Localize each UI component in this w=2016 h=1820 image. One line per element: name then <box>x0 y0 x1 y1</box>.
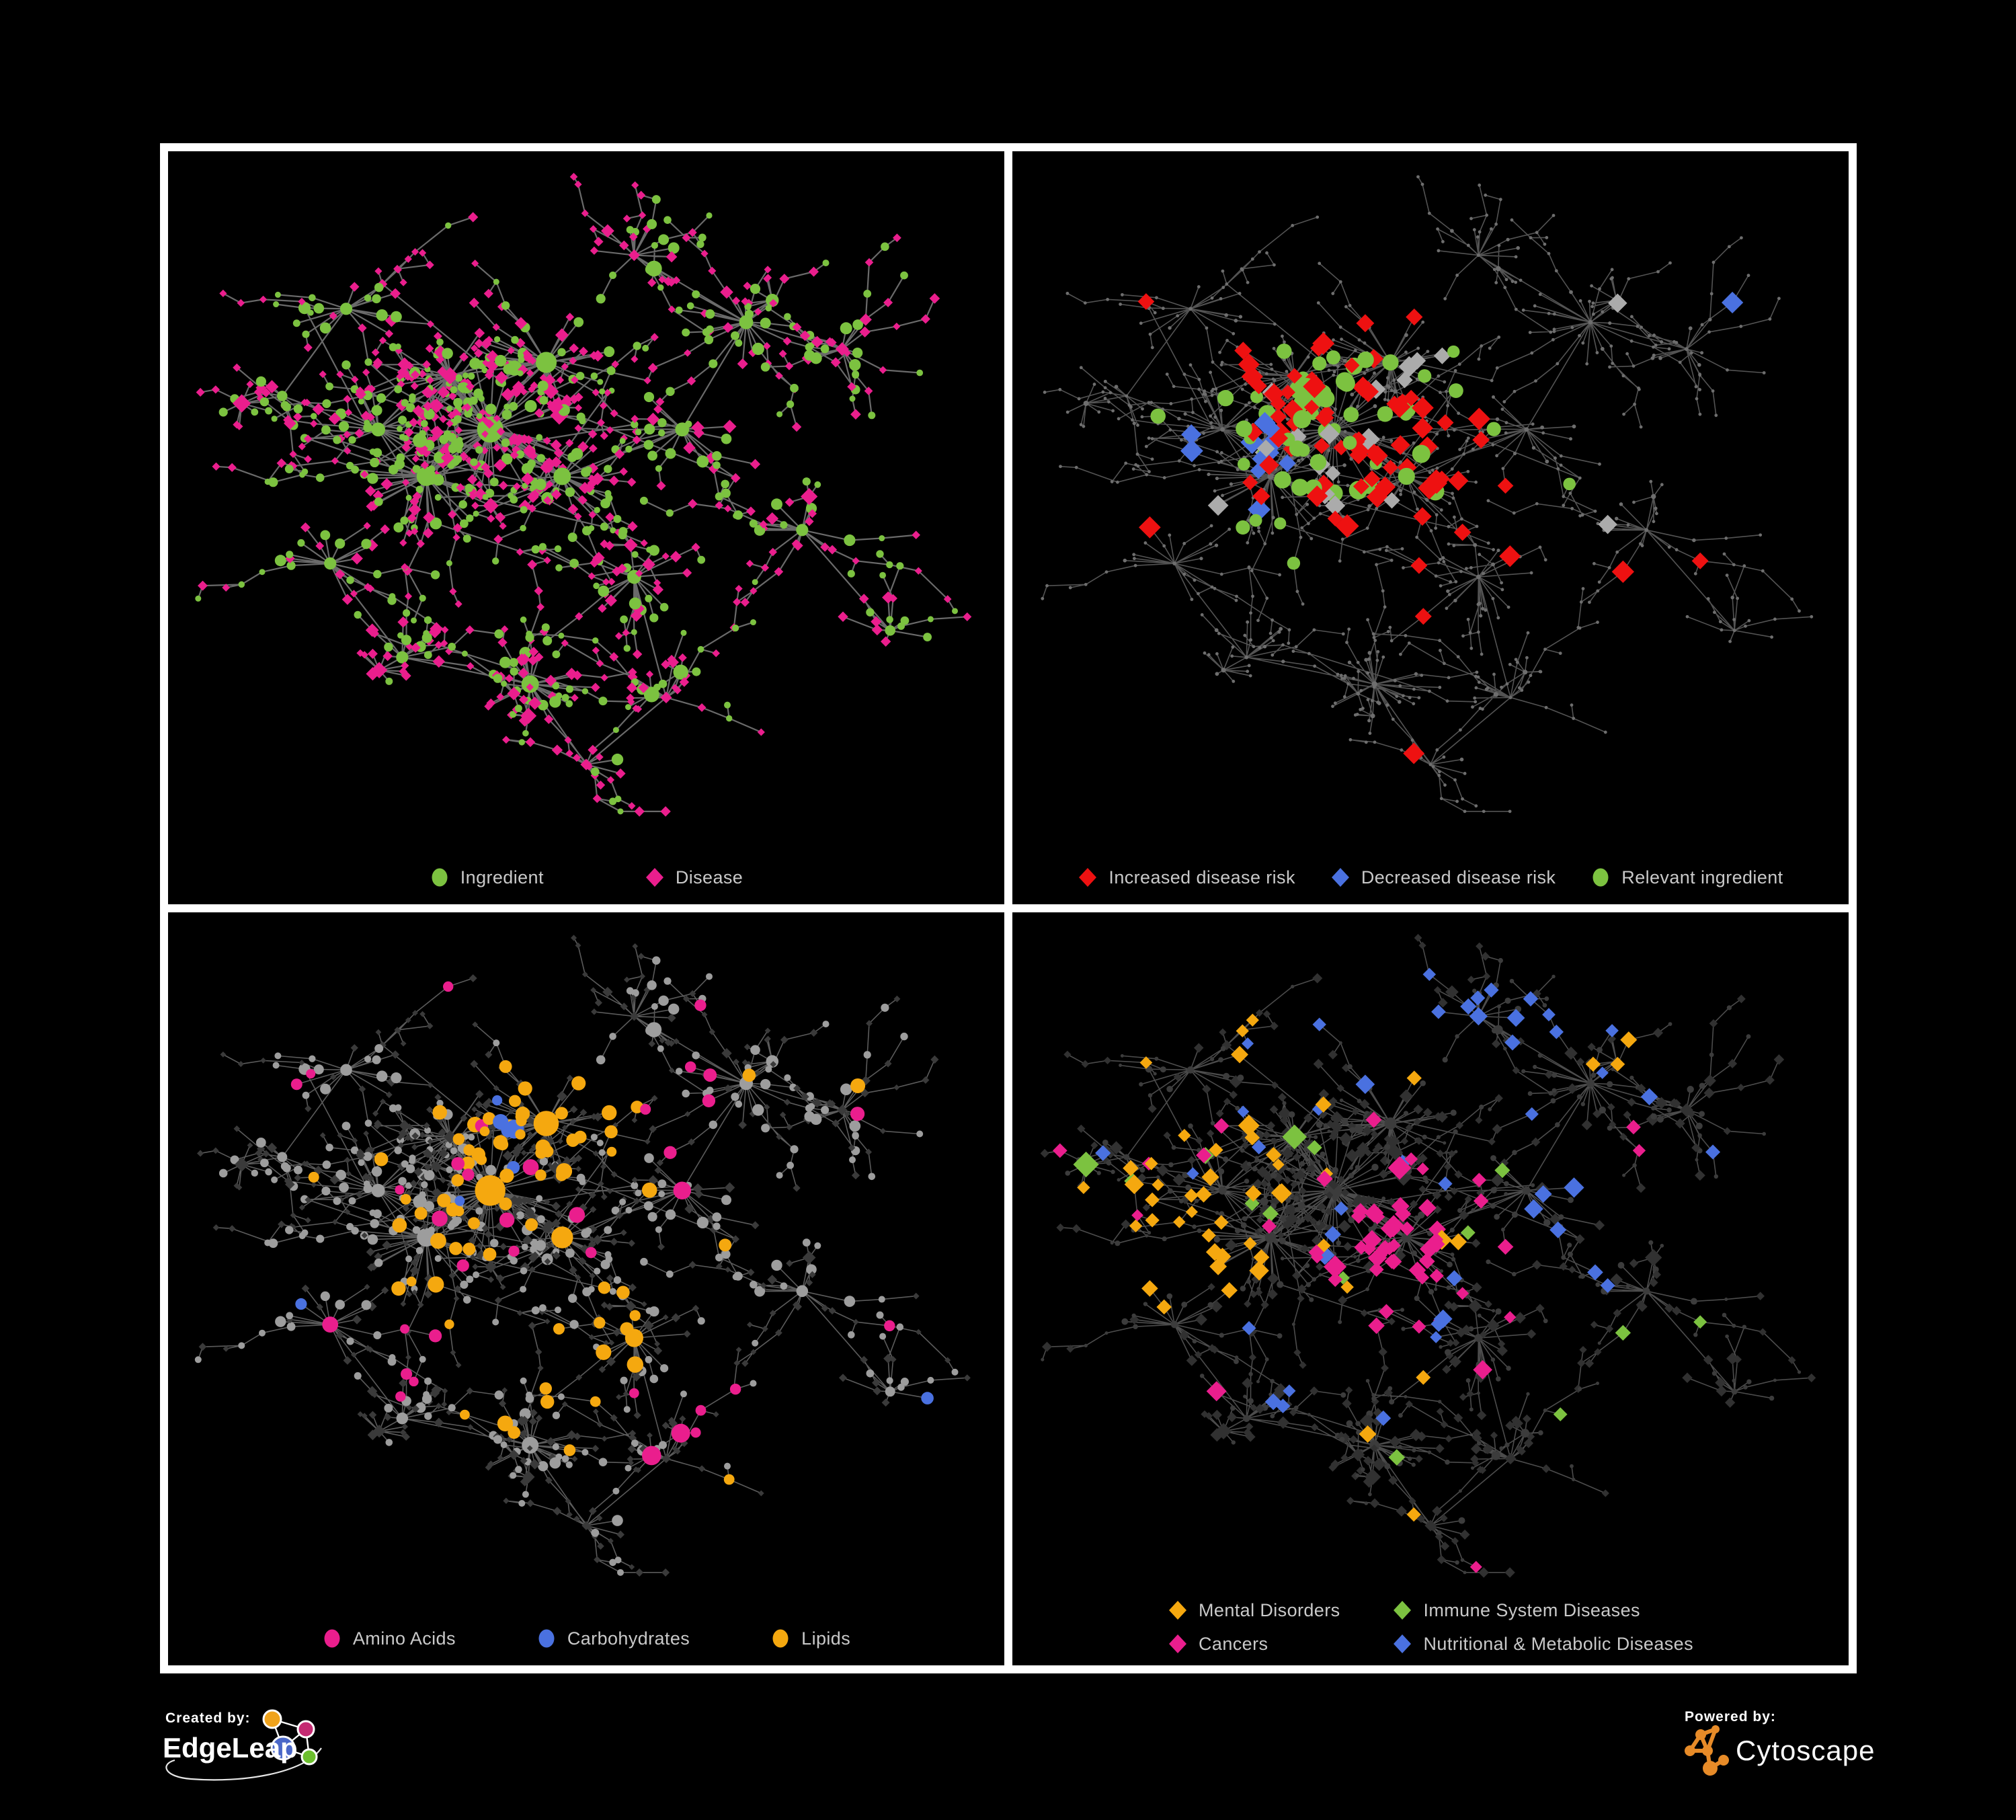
legend-item-nutritional-metabolic-diseases: Nutritional & Metabolic Diseases <box>1393 1633 1693 1655</box>
panel-disease-categories: Mental Disorders Immune System Diseases Ca… <box>1012 912 1849 1665</box>
powered-by-label: Powered by: <box>1685 1709 1776 1725</box>
edgeleap-node-magenta-icon <box>296 1720 315 1739</box>
diamond-swatch-icon <box>1079 868 1097 887</box>
created-by-label: Created by: <box>165 1710 251 1726</box>
legend-item-immune-system-diseases: Immune System Diseases <box>1393 1599 1640 1621</box>
legend-label: Mental Disorders <box>1199 1599 1340 1620</box>
panel-ingredient-disease: Ingredient Disease <box>168 151 1004 904</box>
edgeleap-logo: Created by: EdgeLeap <box>161 1706 336 1787</box>
panel-disease-risk: Increased disease risk Decreased disease … <box>1012 151 1849 904</box>
edgeleap-node-blue-icon <box>270 1735 296 1761</box>
cytoscape-logo: Powered by: Cytoscape <box>1681 1706 1882 1787</box>
legend-label: Amino Acids <box>352 1628 456 1649</box>
legend-label: Cancers <box>1199 1633 1268 1654</box>
legend-item-ingredient: Ingredient <box>430 867 544 888</box>
legend-label: Disease <box>675 867 743 887</box>
network-graph-ingredient-disease <box>195 173 972 817</box>
legend-item-mental-disorders: Mental Disorders <box>1168 1599 1340 1621</box>
circle-swatch-icon <box>324 1629 340 1648</box>
diamond-swatch-icon <box>1394 1601 1412 1620</box>
legend-item-carbohydrates: Carbohydrates <box>536 1628 690 1649</box>
diamond-swatch-icon <box>645 868 663 887</box>
legend-label: Carbohydrates <box>567 1628 690 1649</box>
edgeleap-swoosh <box>165 1747 322 1781</box>
legend-label: Ingredient <box>460 867 544 887</box>
legend-label: Decreased disease risk <box>1361 867 1556 887</box>
edgeleap-node-orange-icon <box>262 1709 282 1729</box>
circle-swatch-icon <box>538 1629 555 1648</box>
network-graph-disease-categories <box>1040 934 1816 1578</box>
legend-label: Relevant ingredient <box>1621 867 1783 887</box>
legend-item-relevant-ingredient: Relevant ingredient <box>1590 867 1783 888</box>
legend-item-disease: Disease <box>645 867 743 888</box>
legend-item-decreased-disease-risk: Decreased disease risk <box>1330 867 1556 888</box>
legend-disease-risk: Increased disease risk Decreased disease … <box>1012 867 1849 888</box>
legend-label: Lipids <box>801 1628 851 1649</box>
diamond-swatch-icon <box>1331 868 1349 887</box>
legend-disease-categories: Mental Disorders Immune System Diseases Ca… <box>1168 1599 1693 1655</box>
circle-swatch-icon <box>1592 868 1609 887</box>
circle-swatch-icon <box>772 1629 789 1648</box>
cytoscape-brand-text: Cytoscape <box>1736 1735 1875 1766</box>
legend-item-amino-acids: Amino Acids <box>322 1628 456 1649</box>
diamond-swatch-icon <box>1169 1601 1187 1620</box>
edgeleap-network-glyph <box>262 1709 318 1766</box>
legend-label: Increased disease risk <box>1108 867 1295 887</box>
network-graph-disease-risk <box>1041 175 1814 814</box>
diamond-swatch-icon <box>1394 1634 1412 1653</box>
legend-item-increased-disease-risk: Increased disease risk <box>1078 867 1295 888</box>
diamond-swatch-icon <box>1169 1634 1187 1653</box>
legend-item-cancers: Cancers <box>1168 1633 1268 1655</box>
legend-ingredient-disease: Ingredient Disease <box>168 867 1004 888</box>
edgeleap-node-green-icon <box>300 1748 318 1766</box>
cytoscape-network-glyph <box>1685 1725 1729 1776</box>
legend-ingredient-classes: Amino Acids Carbohydrates Lipids <box>168 1628 1004 1649</box>
panel-ingredient-classes: Amino Acids Carbohydrates Lipids <box>168 912 1004 1665</box>
circle-swatch-icon <box>432 868 448 887</box>
edgeleap-brand-text: EdgeLeap <box>163 1732 298 1764</box>
legend-label: Nutritional & Metabolic Diseases <box>1423 1633 1693 1654</box>
legend-item-lipids: Lipids <box>770 1628 850 1649</box>
legend-label: Immune System Diseases <box>1423 1599 1640 1620</box>
network-graph-ingredient-classes <box>194 935 971 1577</box>
figure-frame: Ingredient Disease Increased disease risk… <box>160 143 1857 1673</box>
